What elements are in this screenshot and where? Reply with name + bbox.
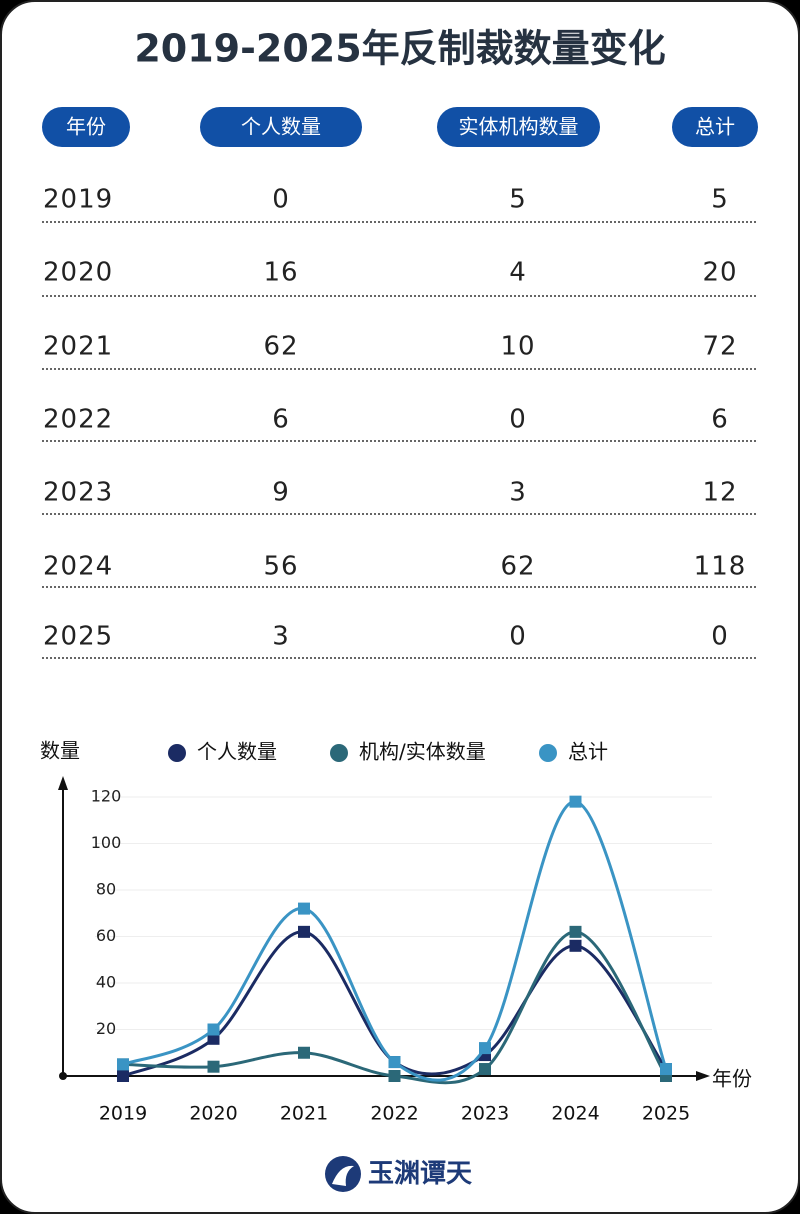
origin-dot [59,1072,67,1080]
data-point [298,925,310,938]
data-point [479,1063,491,1076]
x-tick-label: 2022 [370,1103,418,1125]
data-point [569,795,582,808]
value-cell: 5 [509,185,527,215]
legend-label: 个人数量 [197,740,277,764]
year-cell: 2024 [43,552,113,582]
year-cell: 2022 [43,405,113,435]
data-point [207,1032,220,1045]
header-pill [200,107,362,147]
header-pill [672,107,758,147]
value-cell: 62 [263,332,298,362]
x-tick-label: 2019 [99,1103,147,1125]
y-tick-label: 40 [96,973,116,992]
legend-label: 总计 [568,740,608,764]
x-tick-label: 2023 [461,1103,509,1125]
y-tick-label: 20 [96,1019,116,1038]
value-cell: 16 [263,258,298,288]
footer: 玉渊谭天 [325,1156,472,1192]
value-cell: 3 [272,622,290,652]
data-point [117,1058,129,1071]
year-cell: 2019 [43,185,113,215]
value-cell: 0 [509,405,527,435]
value-cell: 62 [500,552,535,582]
header-label: 年份 [66,115,106,139]
x-axis-label: 年份 [712,1067,752,1091]
value-cell: 6 [272,405,290,435]
year-cell: 2020 [43,258,113,288]
data-point [388,1056,401,1069]
data-point [207,1060,220,1073]
brand: 玉渊谭天 [368,1159,472,1189]
x-axis-arrow [696,1071,710,1081]
data-point [298,902,310,915]
header-label: 实体机构数量 [459,115,579,139]
legend-swatch [168,744,186,762]
y-axis-arrow [58,776,68,790]
y-tick-label: 120 [91,787,122,806]
header-pill [437,107,600,147]
chart: 数量 年份 20 40 60 80 100 120 2019 2020 2021 2022 2023… [40,739,752,1125]
value-cell: 56 [263,552,298,582]
data-point [660,1063,672,1076]
y-tick-label: 80 [96,880,116,899]
data-point [569,939,582,952]
series-line [122,800,668,1082]
value-cell: 0 [272,185,290,215]
y-tick-label: 100 [91,833,122,852]
value-cell: 9 [272,478,290,508]
x-tick-label: 2021 [280,1103,328,1125]
value-cell: 72 [702,332,737,362]
value-cell: 20 [702,258,737,288]
value-cell: 10 [500,332,535,362]
x-tick-label: 2024 [551,1103,599,1125]
value-cell: 0 [711,622,729,652]
logo-mark [332,1165,354,1186]
header-pill [42,107,130,147]
data-point [479,1042,491,1055]
data-point [298,1046,310,1059]
legend-label: 机构/实体数量 [359,740,486,764]
x-tick-label: 2025 [642,1103,690,1125]
value-cell: 6 [711,405,729,435]
header-label: 个人数量 [241,115,321,139]
year-cell: 2023 [43,478,113,508]
legend-swatch [539,744,557,762]
data-point [117,1070,129,1082]
data-point [207,1023,220,1036]
value-cell: 4 [509,258,527,288]
x-tick-label: 2020 [189,1103,237,1125]
table: 年份 个人数量 实体机构数量 总计 2019 0 5 5 2020 16 4 20 2021 62 10 72… [42,107,758,659]
year-cell: 2021 [43,332,113,362]
value-cell: 5 [711,185,729,215]
y-tick-label: 60 [96,926,116,945]
value-cell: 118 [694,552,747,582]
data-point [569,925,582,938]
value-cell: 0 [509,622,527,652]
year-cell: 2025 [43,622,113,652]
y-axis-label: 数量 [40,739,80,763]
title: 2019-2025年反制裁数量变化 [134,27,665,71]
legend-swatch [330,744,348,762]
value-cell: 12 [702,478,737,508]
value-cell: 3 [509,478,527,508]
data-point [388,1070,401,1082]
header-label: 总计 [695,115,735,139]
